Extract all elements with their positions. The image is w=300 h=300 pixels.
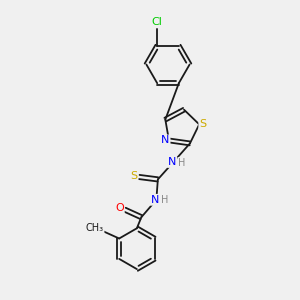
Text: S: S — [130, 171, 137, 182]
Text: N: N — [151, 195, 159, 205]
Text: CH₃: CH₃ — [85, 223, 103, 233]
Text: O: O — [115, 203, 124, 213]
Text: H: H — [178, 158, 185, 168]
Text: S: S — [199, 119, 206, 129]
Text: N: N — [161, 135, 170, 146]
Text: N: N — [168, 157, 176, 167]
Text: H: H — [161, 195, 168, 206]
Text: Cl: Cl — [152, 17, 163, 27]
